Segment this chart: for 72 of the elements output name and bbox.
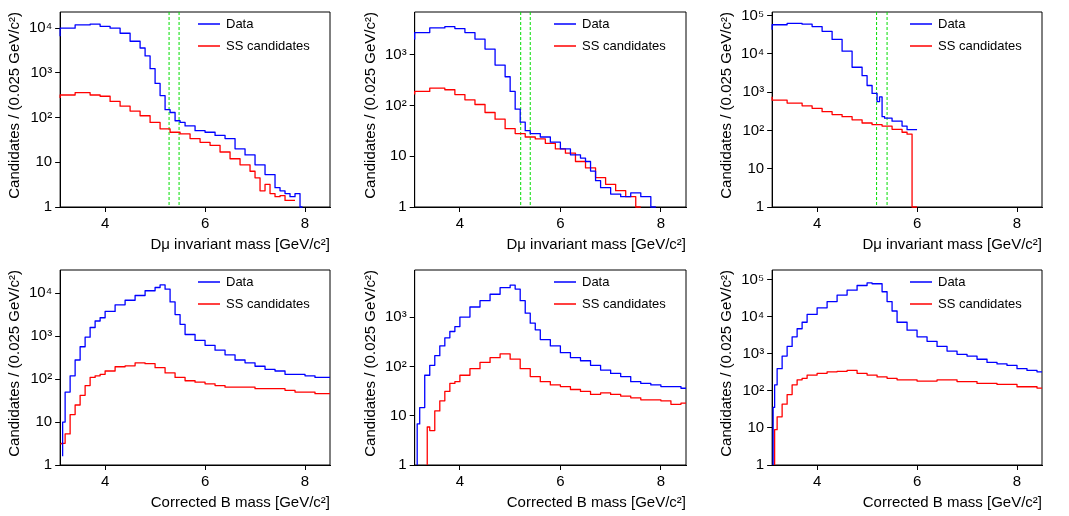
y-tick-label: 10³ xyxy=(742,82,765,100)
legend-label: SS candidates xyxy=(582,37,667,53)
x-tick-label: 4 xyxy=(100,472,110,490)
x-tick-label: 4 xyxy=(455,214,465,232)
y-tick-label: 10 xyxy=(389,146,407,164)
x-axis-title: Dμ invariant mass [GeV/c²] xyxy=(150,235,330,253)
y-tick-label: 10³ xyxy=(384,307,407,325)
y-axis-title: Candidates / (0.025 GeV/c²) xyxy=(717,12,735,199)
legend-label: Data xyxy=(226,15,255,31)
y-tick-label: 10² xyxy=(742,120,765,138)
y-tick-label: 10⁴ xyxy=(28,283,53,301)
y-tick-label: 10² xyxy=(30,369,53,387)
y-tick-label: 10³ xyxy=(30,326,53,344)
y-tick-label: 10 xyxy=(35,152,53,170)
x-axis-title: Dμ invariant mass [GeV/c²] xyxy=(862,235,1042,253)
legend-label: SS candidates xyxy=(938,37,1023,53)
x-tick-label: 8 xyxy=(656,472,666,490)
y-tick-label: 1 xyxy=(398,197,407,215)
y-tick-label: 10³ xyxy=(384,45,407,62)
y-tick-label: 10² xyxy=(384,356,407,374)
y-tick-label: 10⁴ xyxy=(740,44,765,62)
legend-label: Data xyxy=(226,273,255,289)
x-tick-label: 4 xyxy=(812,472,822,490)
y-tick-label: 10⁵ xyxy=(741,270,765,288)
x-tick-label: 8 xyxy=(1012,472,1022,490)
y-tick-label: 10² xyxy=(30,107,53,125)
legend-label: Data xyxy=(938,15,967,31)
y-tick-label: 10 xyxy=(747,158,765,176)
y-tick-label: 10 xyxy=(747,418,765,436)
legend-label: Data xyxy=(582,273,611,289)
legend-label: Data xyxy=(582,15,611,31)
y-tick-label: 10³ xyxy=(742,344,765,362)
y-tick-label: 1 xyxy=(755,197,765,215)
y-tick-label: 10³ xyxy=(30,63,53,81)
x-axis-title: Corrected B mass [GeV/c²] xyxy=(150,493,330,511)
y-axis-title: Candidates / (0.025 GeV/c²) xyxy=(361,12,379,199)
x-tick-label: 8 xyxy=(656,214,666,232)
y-tick-label: 10 xyxy=(35,412,53,430)
y-tick-label: 1 xyxy=(398,455,407,473)
y-tick-label: 10² xyxy=(742,381,765,399)
y-tick-label: 1 xyxy=(43,197,53,215)
x-axis-title: Corrected B mass [GeV/c²] xyxy=(506,493,686,511)
x-axis-title: Corrected B mass [GeV/c²] xyxy=(862,493,1042,511)
y-axis-title: Candidates / (0.025 GeV/c²) xyxy=(5,270,23,457)
x-axis-title: Dμ invariant mass [GeV/c²] xyxy=(506,235,686,253)
y-tick-label: 1 xyxy=(755,455,765,473)
legend-label: Data xyxy=(938,273,967,289)
y-tick-label: 10⁵ xyxy=(741,5,765,23)
x-tick-label: 8 xyxy=(300,472,310,490)
x-tick-label: 6 xyxy=(912,472,922,490)
x-tick-label: 8 xyxy=(300,214,310,232)
y-tick-label: 10⁴ xyxy=(28,18,53,36)
x-tick-label: 6 xyxy=(200,472,210,490)
x-tick-label: 8 xyxy=(1012,214,1022,232)
y-tick-label: 10⁴ xyxy=(740,307,765,325)
x-tick-label: 4 xyxy=(100,214,110,232)
x-tick-label: 6 xyxy=(912,214,922,232)
x-tick-label: 4 xyxy=(455,472,465,490)
legend-label: SS candidates xyxy=(938,295,1023,311)
x-tick-label: 6 xyxy=(200,214,210,232)
x-tick-label: 6 xyxy=(556,472,565,490)
x-tick-label: 4 xyxy=(812,214,822,232)
legend-label: SS candidates xyxy=(582,295,667,311)
x-tick-label: 6 xyxy=(556,214,565,232)
y-tick-label: 10² xyxy=(384,95,407,113)
y-tick-label: 1 xyxy=(43,455,53,473)
y-axis-title: Candidates / (0.025 GeV/c²) xyxy=(5,12,23,199)
legend-label: SS candidates xyxy=(226,37,311,53)
y-axis-title: Candidates / (0.025 GeV/c²) xyxy=(361,270,379,457)
legend-label: SS candidates xyxy=(226,295,311,311)
y-tick-label: 10 xyxy=(389,405,407,423)
y-axis-title: Candidates / (0.025 GeV/c²) xyxy=(717,270,735,457)
